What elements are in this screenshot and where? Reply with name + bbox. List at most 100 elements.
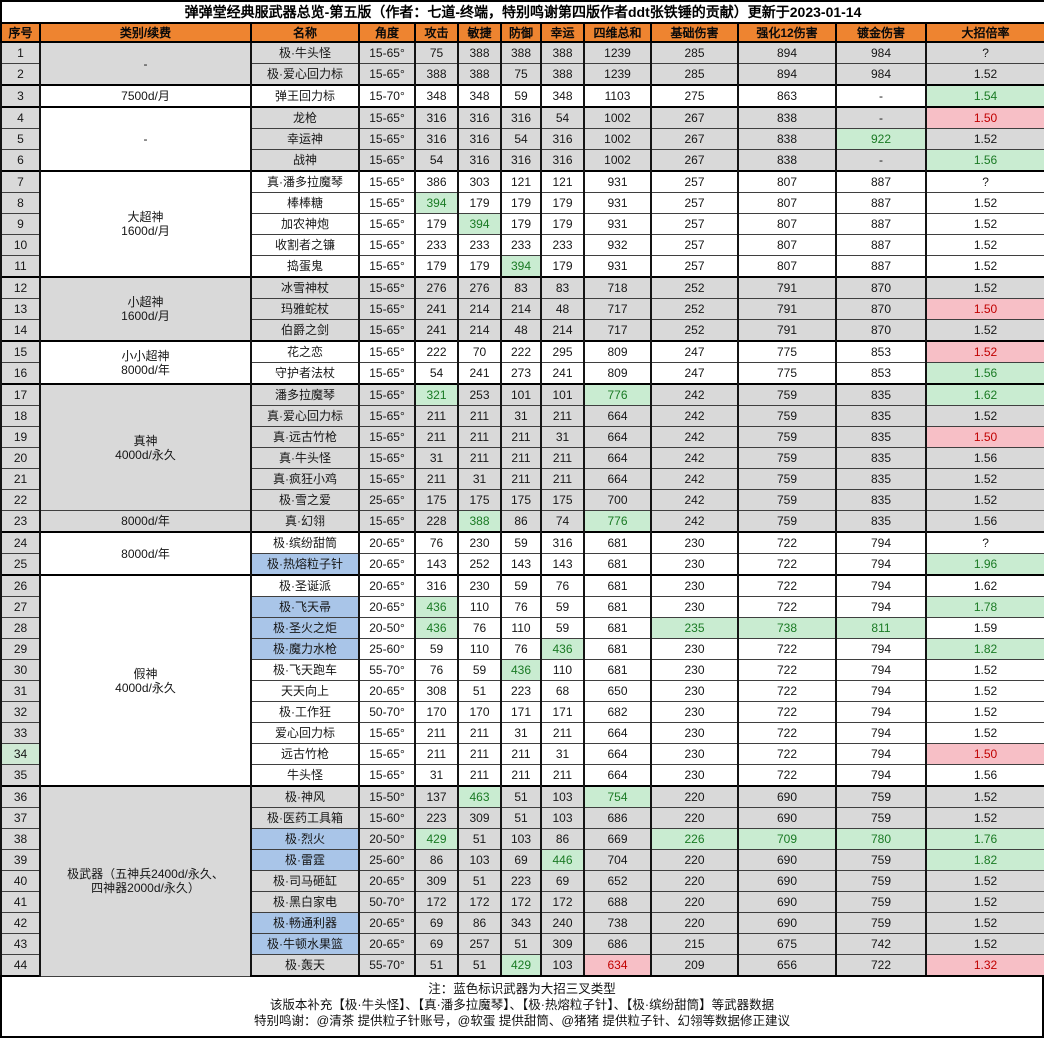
column-header-7: 幸运 [540, 22, 585, 43]
defense-cell: 429 [500, 954, 541, 977]
angle-cell: 15-65° [358, 426, 415, 448]
base-damage-cell: 285 [650, 41, 738, 64]
attack-cell: 211 [414, 405, 458, 427]
weapon-name-cell: 极·雷霆 [250, 849, 359, 871]
defense-cell: 59 [500, 84, 541, 108]
total-cell: 681 [583, 638, 651, 660]
row-number-cell: 2 [0, 63, 40, 86]
angle-cell: 15-65° [358, 41, 415, 64]
row-number-cell: 14 [0, 319, 40, 342]
defense-cell: 143 [500, 553, 541, 576]
enhanced12-damage-cell: 807 [737, 255, 836, 278]
weapon-name-cell: 极·黑白家电 [250, 891, 359, 913]
weapon-name-cell: 极·牛头怪 [250, 41, 359, 64]
luck-cell: 316 [540, 149, 584, 172]
defense-cell: 179 [500, 213, 541, 235]
row-number-cell: 19 [0, 426, 40, 448]
ultimate-multiplier-cell: 1.96 [924, 553, 1044, 576]
weapon-name-cell: 战神 [250, 149, 359, 172]
luck-cell: 211 [540, 764, 584, 787]
enhanced12-damage-cell: 759 [737, 468, 836, 490]
attack-cell: 170 [414, 701, 458, 723]
category-cell: 极武器（五神兵2400d/永久、 四神器2000d/永久） [39, 785, 251, 977]
row-number-cell: 15 [0, 340, 40, 363]
weapon-name-cell: 守护者法杖 [250, 362, 359, 385]
total-cell: 681 [583, 574, 651, 597]
agility-cell: 211 [457, 447, 501, 469]
enhanced12-damage-cell: 690 [737, 870, 836, 892]
enhanced12-damage-cell: 690 [737, 807, 836, 829]
row-number-cell: 38 [0, 828, 40, 850]
angle-cell: 20-65° [358, 912, 415, 934]
luck-cell: 295 [540, 340, 584, 363]
row-number-cell: 3 [0, 84, 40, 108]
base-damage-cell: 257 [650, 170, 738, 193]
base-damage-cell: 275 [650, 84, 738, 108]
total-cell: 664 [583, 447, 651, 469]
defense-cell: 214 [500, 298, 541, 320]
angle-cell: 15-65° [358, 149, 415, 172]
gilded-damage-cell: 835 [835, 489, 926, 511]
angle-cell: 15-65° [358, 106, 415, 129]
luck-cell: 214 [540, 319, 584, 342]
defense-cell: 110 [500, 617, 541, 639]
attack-cell: 316 [414, 574, 458, 597]
total-cell: 1103 [583, 84, 651, 108]
row-number-cell: 30 [0, 659, 40, 681]
total-cell: 717 [583, 298, 651, 320]
base-damage-cell: 247 [650, 340, 738, 363]
ultimate-multiplier-cell: 1.52 [924, 891, 1044, 913]
defense-cell: 211 [500, 743, 541, 765]
row-number-cell: 44 [0, 954, 40, 977]
table-row: 25 极·热熔粒子针 20-65° 143 252 143 143 681 230 722 794 1… [0, 553, 1044, 576]
angle-cell: 15-65° [358, 743, 415, 765]
weapon-name-cell: 极·神风 [250, 785, 359, 808]
table-row: 23 8000d/年 真·幻翎 15-65° 228 388 86 74 776 242 759 83… [0, 510, 1044, 533]
agility-cell: 230 [457, 531, 501, 554]
agility-cell: 388 [457, 510, 501, 533]
gilded-damage-cell: 780 [835, 828, 926, 850]
agility-cell: 316 [457, 149, 501, 172]
enhanced12-damage-cell: 791 [737, 276, 836, 299]
table-row: 11 捣蛋鬼 15-65° 179 179 394 179 931 257 807 887 1.52 [0, 255, 1044, 278]
angle-cell: 20-65° [358, 933, 415, 955]
defense-cell: 51 [500, 785, 541, 808]
angle-cell: 15-65° [358, 276, 415, 299]
category-cell: - [39, 41, 251, 86]
luck-cell: 316 [540, 128, 584, 150]
attack-cell: 31 [414, 447, 458, 469]
weapon-name-cell: 极·轰天 [250, 954, 359, 977]
table-row: 3 7500d/月 弹王回力标 15-70° 348 348 59 348 1103 275 863… [0, 84, 1044, 108]
enhanced12-damage-cell: 863 [737, 84, 836, 108]
enhanced12-damage-cell: 690 [737, 785, 836, 808]
defense-cell: 316 [500, 149, 541, 172]
defense-cell: 223 [500, 870, 541, 892]
luck-cell: 54 [540, 106, 584, 129]
weapon-name-cell: 天天向上 [250, 680, 359, 702]
gilded-damage-cell: 794 [835, 701, 926, 723]
ultimate-multiplier-cell: 1.76 [924, 828, 1044, 850]
total-cell: 931 [583, 255, 651, 278]
enhanced12-damage-cell: 722 [737, 764, 836, 787]
column-header-row: 序号 类别/续费 名称 角度 攻击 敏捷 防御 幸运 四维总和 基础伤害 强化12伤害 镀金伤害 大招倍… [0, 22, 1044, 43]
angle-cell: 55-70° [358, 659, 415, 681]
total-cell: 681 [583, 531, 651, 554]
weapon-name-cell: 极·畅通利器 [250, 912, 359, 934]
base-damage-cell: 220 [650, 849, 738, 871]
luck-cell: 446 [540, 849, 584, 871]
agility-cell: 309 [457, 807, 501, 829]
defense-cell: 51 [500, 807, 541, 829]
agility-cell: 31 [457, 468, 501, 490]
column-header-11: 镀金伤害 [835, 22, 927, 43]
row-number-cell: 35 [0, 764, 40, 787]
ultimate-multiplier-cell: ? [924, 170, 1044, 193]
ultimate-multiplier-cell: 1.54 [924, 84, 1044, 108]
gilded-damage-cell: 759 [835, 912, 926, 934]
base-damage-cell: 242 [650, 447, 738, 469]
table-row: 6 战神 15-65° 54 316 316 316 1002 267 838-1.56 [0, 149, 1044, 172]
table-row: 12 小超神 1600d/月 冰雪神杖 15-65° 276 276 83 83 718 252 79… [0, 276, 1044, 342]
luck-cell: 76 [540, 574, 584, 597]
table-row: 19 真·远古竹枪 15-65° 211 211 211 31 664 242 759 835 1.5… [0, 426, 1044, 448]
weapon-name-cell: 极·缤纷甜筒 [250, 531, 359, 554]
angle-cell: 20-65° [358, 553, 415, 576]
